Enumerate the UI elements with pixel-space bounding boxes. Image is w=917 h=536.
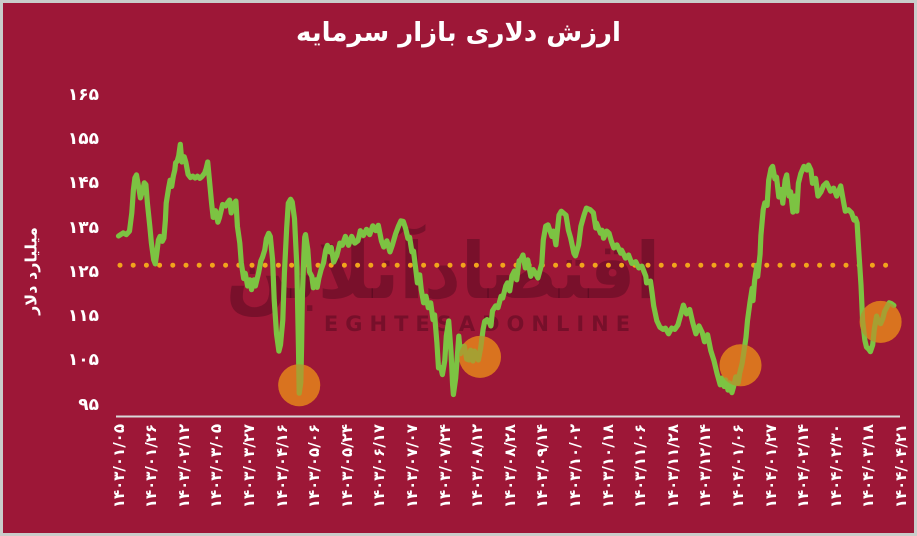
x-tick-label: ۱۴۰۳/۰۷/۲۴ (435, 424, 454, 509)
x-tick-label: ۱۴۰۳/۱۲/۱۴ (696, 424, 715, 509)
x-tick-label: ۱۴۰۳/۰۷/۰۷ (402, 424, 421, 509)
y-tick-label: ۱۶۵ (67, 84, 99, 105)
y-tick-label: ۱۰۵ (67, 350, 99, 371)
x-tick-label: ۱۴۰۳/۱۰/۱۸ (598, 424, 617, 509)
x-tick-label: ۱۴۰۳/۰۵/۲۴ (337, 424, 356, 509)
y-tick-label: ۱۱۵ (67, 306, 99, 327)
x-tick-label: ۱۴۰۴/۰۴/۲۱ (891, 424, 910, 509)
highlight-circle-overlay (859, 300, 902, 343)
y-tick-label: ۱۵۵ (67, 129, 99, 149)
x-tick-label: ۱۴۰۴/۰۲/۱۴ (794, 424, 813, 509)
x-tick-label: ۱۴۰۳/۰۴/۱۶ (272, 424, 291, 509)
chart-title: ارزش دلاری بازار سرمایه (296, 18, 621, 48)
x-tick-label: ۱۴۰۳/۰۱/۰۵ (109, 424, 128, 509)
x-tick-label: ۱۴۰۳/۰۹/۱۴ (533, 424, 552, 509)
y-tick-label: ۱۴۵ (67, 173, 99, 194)
line-series (115, 141, 897, 398)
x-tick-label: ۱۴۰۳/۰۶/۱۷ (370, 424, 389, 509)
watermark-latin-text: EGHTESADONLINE (323, 312, 638, 336)
x-tick-label: ۱۴۰۳/۰۸/۲۸ (500, 424, 519, 509)
highlight-circle-overlay (719, 344, 762, 387)
x-tick-label: ۱۴۰۳/۰۸/۱۲ (468, 424, 487, 509)
x-tick-label: ۱۴۰۳/۰۳/۲۷ (239, 424, 258, 509)
plot-svg (115, 141, 902, 418)
x-tick-label: ۱۴۰۳/۰۲/۱۲ (174, 424, 193, 509)
x-tick-label: ۱۴۰۳/۰۵/۰۶ (305, 424, 324, 509)
highlight-circle-overlay (459, 335, 501, 378)
y-tick-label: ۹۵ (78, 394, 99, 415)
y-tick-label: ۱۲۵ (67, 261, 99, 282)
x-tick-label: ۱۴۰۳/۰۱/۲۶ (142, 424, 161, 509)
x-tick-label: ۱۴۰۳/۱۰/۰۲ (565, 424, 584, 509)
x-tick-label: ۱۴۰۴/۰۳/۱۸ (859, 424, 878, 509)
x-tick-label: ۱۴۰۳/۰۳/۰۵ (207, 424, 226, 509)
x-tick-label: ۱۴۰۳/۱۱/۲۸ (663, 424, 682, 509)
x-tick-label: ۱۴۰۴/۰۱/۰۶ (728, 424, 747, 509)
x-tick-label: ۱۴۰۴/۰۲/۳۰ (826, 424, 845, 509)
y-tick-label: ۱۳۵ (67, 217, 99, 238)
highlight-circle-overlay (278, 364, 321, 407)
x-tick-label: ۱۴۰۴/۰۱/۲۷ (761, 424, 780, 509)
x-tick-label: ۱۴۰۳/۱۱/۰۶ (631, 424, 650, 509)
